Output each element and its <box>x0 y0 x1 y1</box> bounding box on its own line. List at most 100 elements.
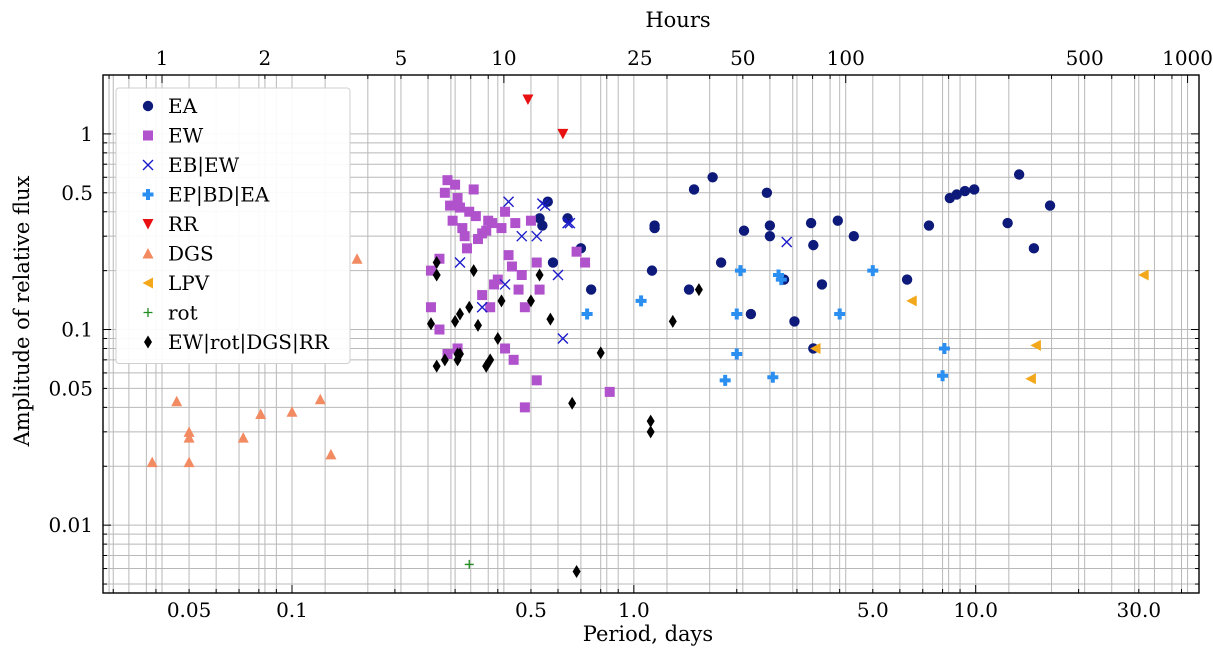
data-point-dgs <box>314 393 326 405</box>
y-tick-label: 0.01 <box>48 513 93 537</box>
top-x-tick-label: 25 <box>627 46 652 70</box>
data-point-eb-ew <box>564 217 576 229</box>
data-point-ew-rot-dgs-rr <box>668 314 677 328</box>
data-point-ew <box>434 324 445 335</box>
data-point-ep-bd-ea <box>731 348 743 360</box>
x-tick-label: 0.5 <box>515 598 547 622</box>
data-point-ep-bd-ea <box>867 265 879 277</box>
series-eb-ew <box>454 196 793 344</box>
data-point-ea <box>649 222 660 234</box>
x-tick-label: 5.0 <box>857 598 889 622</box>
data-point-ew <box>496 223 507 234</box>
data-point-eb-ew <box>516 230 528 242</box>
data-point-ew <box>516 269 527 280</box>
top-x-tick-labels: 1 2 5 10 25 50 100 500 1000 <box>156 46 1213 70</box>
data-point-rr <box>522 94 534 105</box>
data-point-ea <box>537 220 548 231</box>
data-point-ew <box>531 375 542 386</box>
legend-label-ea: EA <box>168 94 198 118</box>
data-point-ew-rot-dgs-rr <box>469 264 478 278</box>
data-point-ea <box>816 279 828 290</box>
data-point-ep-bd-ea <box>773 269 785 281</box>
x-tick-label: 30.0 <box>1117 598 1162 622</box>
data-point-ew <box>519 402 530 413</box>
data-point-ep-bd-ea <box>719 374 731 386</box>
data-point-dgs <box>183 426 195 437</box>
data-point-ew-rot-dgs-rr <box>451 314 460 328</box>
data-point-eb-ew <box>562 217 574 229</box>
data-point-dgs <box>183 456 195 468</box>
legend-marker-lpv <box>142 277 153 289</box>
data-point-ew <box>531 257 542 268</box>
data-point-ep-bd-ea <box>767 371 779 383</box>
data-point-ew-rot-dgs-rr <box>568 396 577 410</box>
x-tick-label: 1.0 <box>618 598 650 622</box>
legend-marker-eb-ew <box>142 159 154 171</box>
data-point-ew-rot-dgs-rr <box>497 294 506 308</box>
top-x-tick-label: 100 <box>827 46 865 70</box>
data-point-ew <box>457 223 468 234</box>
legend-marker-dgs <box>142 248 154 259</box>
data-point-ea <box>923 220 935 231</box>
legend-label-ew: EW <box>168 124 204 148</box>
data-point-ew-rot-dgs-rr <box>535 268 544 282</box>
data-point-ew-rot-dgs-rr <box>455 307 464 321</box>
data-point-lpv <box>906 295 917 307</box>
data-point-ea <box>1028 243 1040 254</box>
data-point-dgs <box>171 395 183 407</box>
data-point-ea <box>547 257 559 268</box>
data-point-ew <box>459 231 470 242</box>
data-point-ew <box>508 354 519 365</box>
data-point-ew <box>442 175 453 186</box>
data-point-ep-bd-ea <box>734 265 746 277</box>
top-x-tick-label: 1000 <box>1162 46 1213 70</box>
data-point-ew-rot-dgs-rr <box>432 268 441 282</box>
bottom-x-tick-labels: 0.05 0.1 0.5 1.0 5.0 10.0 30.0 <box>167 598 1161 622</box>
top-x-tick-label: 50 <box>730 46 755 70</box>
x-tick-label: 10.0 <box>953 598 998 622</box>
legend-marker-rot <box>143 308 153 317</box>
data-point-ew <box>439 187 450 198</box>
data-point-ew <box>503 250 514 261</box>
data-point-rr <box>557 128 569 140</box>
data-point-ew <box>487 218 498 229</box>
data-point-ea <box>805 217 817 229</box>
data-point-ea <box>969 184 980 195</box>
y-tick-label: 0.5 <box>61 181 93 205</box>
data-point-ea <box>848 230 860 242</box>
data-point-eb-ew <box>557 332 569 344</box>
data-point-ea <box>707 172 718 183</box>
data-point-ew <box>442 348 453 359</box>
data-point-ea <box>951 189 962 200</box>
top-x-tick-label: 2 <box>259 46 272 70</box>
data-point-ew-rot-dgs-rr <box>526 294 535 308</box>
data-point-ew-rot-dgs-rr <box>493 331 502 345</box>
data-point-ew <box>513 284 524 295</box>
series-rr <box>522 94 569 140</box>
data-point-ew <box>447 215 458 226</box>
data-point-ep-bd-ea <box>937 370 949 382</box>
series-lpv <box>810 269 1149 385</box>
data-point-ea <box>901 274 913 285</box>
data-point-ew <box>452 193 463 204</box>
data-point-ea <box>764 220 776 231</box>
data-point-ep-bd-ea <box>775 274 787 286</box>
data-point-ew <box>434 253 445 264</box>
data-point-ew <box>464 206 475 217</box>
data-point-ew <box>580 257 591 268</box>
data-point-ew <box>604 386 615 397</box>
legend-label-ep-bd-ea: EP|BD|EA <box>168 183 270 208</box>
data-point-dgs <box>237 432 249 443</box>
data-point-ea <box>832 215 843 226</box>
data-point-eb-ew <box>531 230 543 242</box>
data-point-ew-rot-dgs-rr <box>426 317 435 331</box>
top-x-tick-label: 500 <box>1066 46 1104 70</box>
top-x-axis-label: Hours <box>645 8 710 32</box>
data-point-ew <box>481 225 492 236</box>
series-dgs <box>146 253 363 468</box>
plot-frame <box>102 74 1200 594</box>
data-point-ew <box>500 343 511 354</box>
series-ep-bd-ea <box>581 265 950 386</box>
data-point-eb-ew <box>503 196 515 208</box>
